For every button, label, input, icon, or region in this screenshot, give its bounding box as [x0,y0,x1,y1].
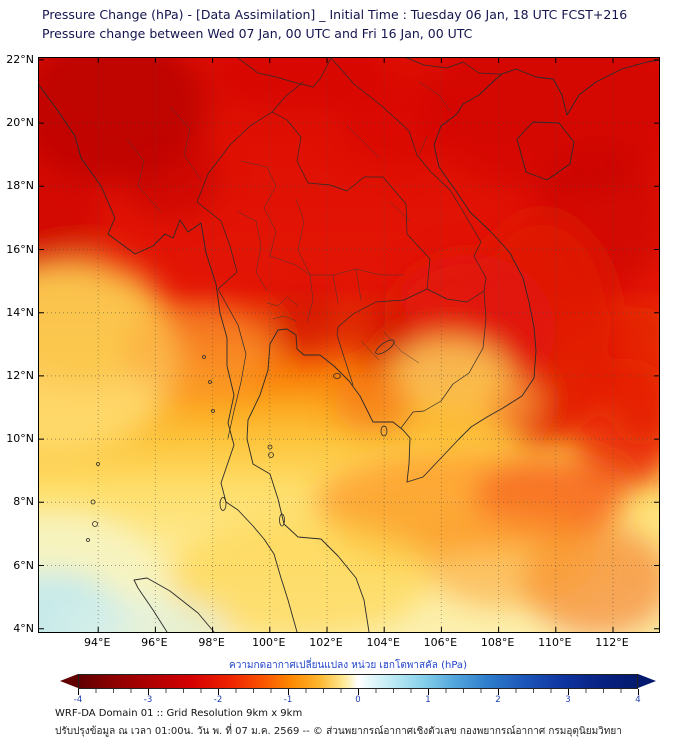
lon-tick-label: 94°E [83,636,111,649]
tonle-sap-lake [375,339,395,355]
colorbar-left-arrow [60,674,78,688]
page-title: Pressure Change (hPa) - [Data Assimilati… [42,7,628,22]
province-borders [126,81,451,364]
lat-tick-label: 22°N [6,52,34,66]
colorbar: -4 -3 -2 -1 0 1 2 3 4 [60,674,656,706]
map-svg [39,58,659,632]
colorbar-gradient [78,674,638,689]
lon-tick-label: 106°E [423,636,458,649]
update-credit-text: ปรับปรุงข้อมูล ณ เวลา 01:00น. วัน พ. ที่… [55,726,622,737]
lon-tick-label: 102°E [309,636,343,649]
country-borders [196,58,503,439]
colorbar-right-arrow [638,674,656,688]
colorbar-tick-label: 1 [425,695,431,705]
colorbar-tick-label: 3 [565,695,571,705]
map-canvas [38,57,660,633]
colorbar-tick-label: -1 [283,695,293,705]
lon-tick-label: 108°E [480,636,515,649]
coastlines [39,59,659,632]
lon-tick-label: 100°E [252,636,286,649]
page-subtitle: Pressure change between Wed 07 Jan, 00 U… [42,26,473,41]
islands [86,339,395,542]
lat-tick-label: 20°N [6,116,34,130]
lat-tick-label: 6°N [13,558,34,572]
lat-tick-label: 4°N [13,621,34,635]
lon-tick-label: 104°E [366,636,400,649]
lat-tick-label: 8°N [13,495,34,509]
colorbar-tick-label: -2 [213,695,223,705]
lat-tick-label: 12°N [6,368,34,382]
lat-tick-label: 18°N [6,179,34,193]
lat-tick-label: 16°N [6,242,34,256]
lon-tick-label: 112°E [595,636,629,649]
colorbar-tick-label: 2 [495,695,501,705]
colorbar-major-ticks [78,689,639,695]
lat-tick-label: 14°N [6,305,34,319]
lon-tick-label: 98°E [198,636,225,649]
pressure-field [39,58,659,632]
colorbar-tick-label: 4 [635,695,641,705]
lat-tick-label: 10°N [6,432,34,446]
colorbar-tick-label: -3 [143,695,153,705]
colorbar-tick-label: -4 [73,695,83,705]
lon-tick-label: 110°E [538,636,572,649]
colorbar-title: ความกดอากาศเปลี่ยนแปลง หน่วย เฮกโตพาสคัล… [229,660,467,671]
axis-ticks [39,58,659,632]
lon-tick-label: 96°E [141,636,168,649]
colorbar-tick-label: 0 [355,695,361,705]
domain-info-text: WRF-DA Domain 01 :: Grid Resolution 9km … [55,708,303,719]
